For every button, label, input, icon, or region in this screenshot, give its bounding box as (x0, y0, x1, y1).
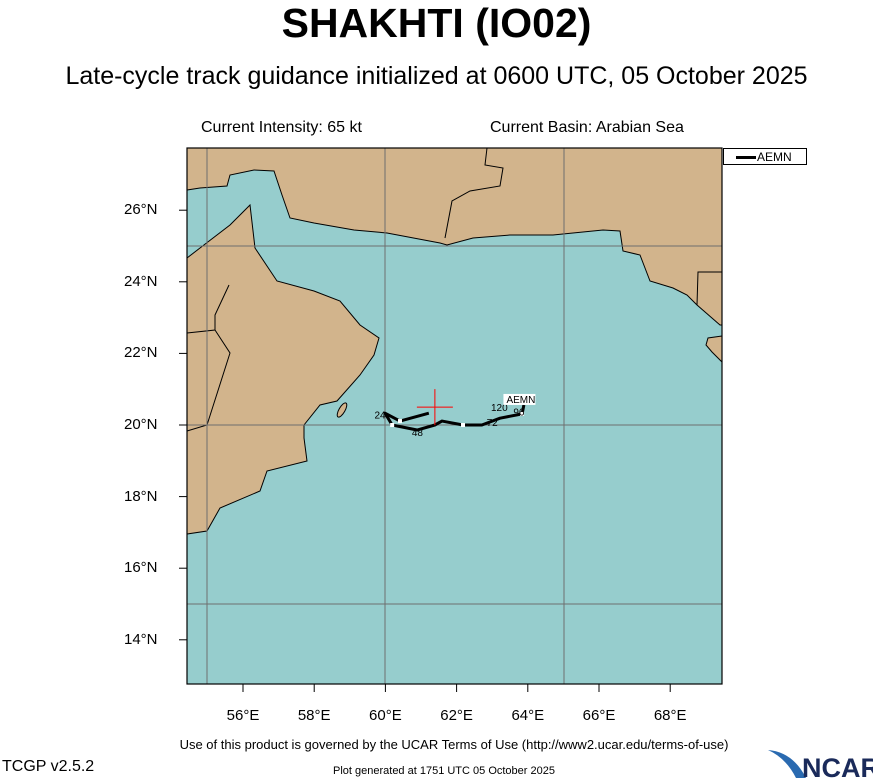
svg-text:NCAR: NCAR (802, 753, 873, 780)
lat-tick-label: 26°N (124, 201, 158, 219)
page-title: SHAKHTI (IO02) (281, 0, 592, 46)
masirah-island (336, 402, 348, 418)
generated-time: Plot generated at 1751 UTC 05 October 20… (333, 765, 555, 777)
lat-tick-label: 20°N (124, 416, 158, 433)
land (186, 147, 723, 535)
track-point-marker (461, 423, 466, 427)
track-model-label: AEMN (506, 395, 535, 406)
borders (186, 147, 722, 432)
lon-tick-label: 62°E (440, 707, 473, 724)
page-subtitle: Late-cycle track guidance initialized at… (65, 62, 808, 90)
lat-tick-label: 16°N (124, 559, 158, 577)
forecast-hour-label: 72 (487, 418, 499, 429)
current-intensity: Current Intensity: 65 kt (201, 119, 362, 136)
lat-tick-label: 14°N (124, 630, 158, 648)
lon-tick-label: 66°E (582, 707, 616, 724)
track-point-marker (520, 411, 525, 416)
forecast-hour-label: 48 (412, 428, 424, 439)
forecast-hour-label: 24 (374, 410, 386, 421)
lat-tick-label: 22°N (124, 344, 158, 362)
land-arabia (186, 203, 380, 535)
current-basin: Current Basin: Arabian Sea (490, 119, 684, 136)
lat-tick-label: 18°N (124, 487, 158, 505)
lon-tick-label: 60°E (369, 707, 402, 724)
lon-tick-label: 56°E (226, 707, 260, 724)
axis-ticks (179, 209, 671, 692)
terms-of-use: Use of this product is governed by the U… (179, 737, 729, 752)
track-point-marker (397, 419, 402, 424)
ncar-logo: NCAR (768, 750, 873, 780)
forecast-hour-label: 96 (513, 407, 525, 418)
legend-label-aemn: AEMN (757, 150, 792, 164)
lon-tick-label: 58°E (297, 707, 331, 724)
lon-tick-label: 68°E (653, 707, 687, 724)
forecast-hour-label: 120 (491, 403, 508, 414)
version-label: TCGP v2.5.2 (2, 758, 95, 775)
current-position-marker (416, 389, 453, 426)
track-label-box (503, 393, 536, 405)
land-iran-pakistan (186, 147, 723, 326)
legend: AEMN (723, 148, 807, 165)
lon-tick-label: 64°E (511, 707, 545, 724)
track-line-aemn (383, 404, 526, 432)
lat-tick-label: 24°N (124, 272, 158, 290)
map-frame (186, 147, 723, 685)
legend-line-aemn (736, 156, 756, 159)
track-point-marker (390, 423, 395, 427)
